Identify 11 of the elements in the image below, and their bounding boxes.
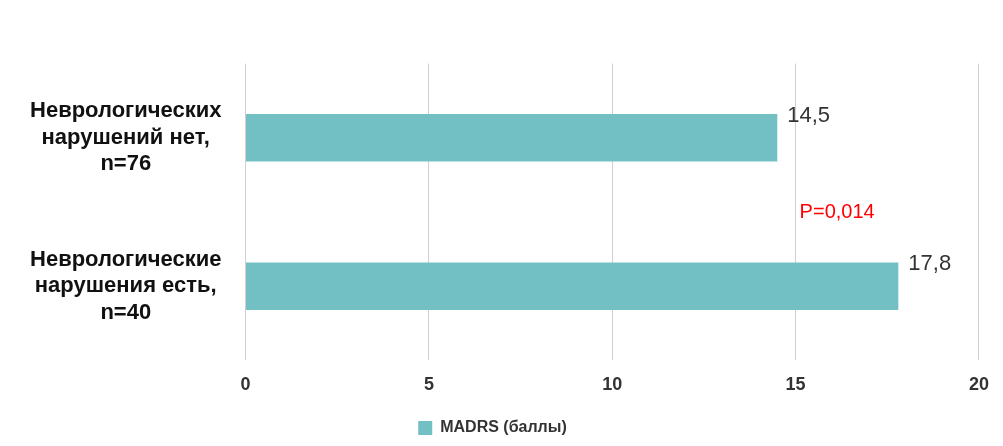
data-label: 17,8: [908, 250, 952, 276]
y-tick-label: Неврологических нарушений нет, n=76: [30, 97, 223, 176]
data-label: 14,5: [787, 101, 831, 127]
annotation: P=0,014: [799, 199, 875, 222]
x-tick-label: 15: [785, 374, 806, 395]
legend-label: MADRS (баллы): [440, 418, 567, 436]
y-tick-label: Неврологические нарушения есть, n=40: [30, 245, 222, 324]
x-tick-label: 10: [602, 374, 623, 395]
x-tick-label: 5: [423, 374, 434, 395]
x-tick-label: 0: [240, 374, 251, 395]
x-tick-label: 20: [968, 374, 989, 395]
